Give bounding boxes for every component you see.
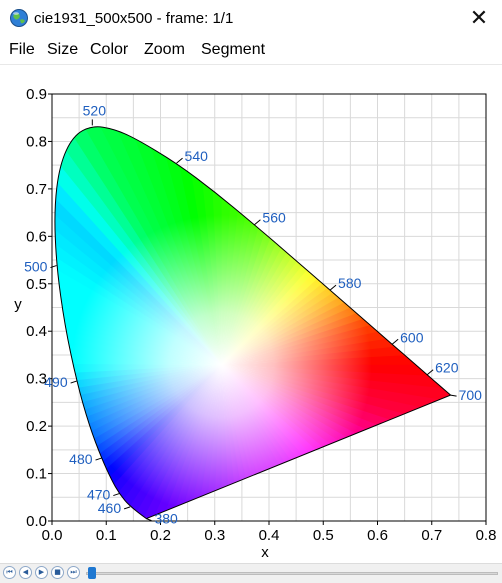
wavelength-tick	[123, 506, 131, 510]
play-button[interactable]: ▶	[35, 566, 48, 579]
x-tick-label: 0.2	[150, 527, 171, 544]
frame-slider-track[interactable]	[86, 572, 498, 575]
wavelength-tick	[70, 380, 77, 384]
wavelength-tick	[426, 369, 434, 376]
wavelength-label-600: 600	[400, 329, 424, 345]
first-frame-button[interactable]: ⏮	[3, 566, 16, 579]
wavelength-tick	[146, 518, 152, 522]
x-tick-label: 0.5	[313, 527, 334, 544]
spectral-locus	[54, 126, 452, 520]
previous-frame-button[interactable]: ◀	[19, 566, 32, 579]
y-tick-label: 0.8	[26, 133, 47, 150]
y-tick-label: 0.5	[26, 276, 47, 293]
wavelength-label-470: 470	[87, 487, 111, 503]
wavelength-label-700: 700	[459, 387, 483, 403]
x-tick-label: 0.1	[96, 527, 117, 544]
y-tick-label: 0.6	[26, 228, 47, 245]
menu-color[interactable]: Color	[90, 41, 129, 58]
wavelength-label-560: 560	[262, 210, 286, 226]
y-tick-label: 0.4	[26, 323, 47, 340]
wavelength-label-500: 500	[24, 259, 48, 275]
wavelength-tick	[254, 219, 261, 226]
wavelength-tick	[176, 157, 183, 164]
menu-zoom[interactable]: Zoom	[144, 41, 185, 58]
chart-area: 0.0 0.1 0.2 0.3 0.4 0.5 0.6 0.7 0.8 0.0 0.1 0.2 0.3 0…	[0, 65, 502, 563]
y-tick-label: 0.9	[26, 86, 47, 103]
title-bar: cie1931_500x500 - frame: 1/1 ✕	[0, 0, 502, 36]
menu-segment[interactable]: Segment	[201, 41, 266, 58]
y-tick-label: 0.0	[26, 513, 47, 530]
gamut-fill	[54, 126, 451, 519]
wavelength-tick	[450, 394, 457, 397]
wavelength-tick	[329, 284, 337, 291]
close-button[interactable]: ✕	[469, 5, 489, 30]
globe-app-icon	[10, 9, 28, 27]
y-axis-label: y	[14, 296, 22, 313]
x-tick-label: 0.8	[476, 527, 497, 544]
wavelength-label-460: 460	[98, 500, 122, 516]
playback-bar: ⏮ ◀ ▶ ■ ⏭	[0, 563, 502, 583]
wavelength-label-380: 380	[154, 511, 178, 527]
wavelength-tick	[113, 493, 120, 497]
white-point-glow	[71, 214, 372, 515]
y-tick-label: 0.3	[26, 371, 47, 388]
menu-file[interactable]: File	[9, 41, 35, 58]
wavelength-label-520: 520	[83, 102, 107, 118]
axis-ticks: 0.0 0.1 0.2 0.3 0.4 0.5 0.6 0.7 0.8 0.0 0.1 0.2 0.3 0…	[26, 86, 496, 544]
wavelength-label-620: 620	[435, 360, 459, 376]
x-tick-label: 0.0	[42, 527, 63, 544]
x-tick-label: 0.6	[367, 527, 388, 544]
wavelength-tick	[50, 265, 57, 269]
wavelength-label-490: 490	[44, 374, 68, 390]
window-title: cie1931_500x500 - frame: 1/1	[34, 10, 234, 27]
x-axis-label: x	[261, 544, 269, 561]
stop-button[interactable]: ■	[51, 566, 64, 579]
x-tick-label: 0.4	[259, 527, 280, 544]
menu-bar: File Size Color Zoom Segment	[0, 36, 502, 65]
y-tick-label: 0.1	[26, 466, 47, 483]
wavelength-tick	[391, 338, 399, 345]
wavelength-label-580: 580	[338, 275, 362, 291]
last-frame-button[interactable]: ⏭	[67, 566, 80, 579]
x-tick-label: 0.3	[204, 527, 225, 544]
y-tick-label: 0.7	[26, 181, 47, 198]
x-tick-label: 0.7	[421, 527, 442, 544]
cie-chromaticity-chart: 0.0 0.1 0.2 0.3 0.4 0.5 0.6 0.7 0.8 0.0 0.1 0.2 0.3 0…	[14, 86, 496, 561]
menu-size[interactable]: Size	[47, 41, 79, 58]
wavelength-label-480: 480	[69, 451, 93, 467]
wavelength-tick	[95, 457, 102, 461]
y-tick-label: 0.2	[26, 418, 47, 435]
wavelength-label-540: 540	[185, 148, 209, 164]
frame-slider-thumb[interactable]	[88, 567, 96, 579]
